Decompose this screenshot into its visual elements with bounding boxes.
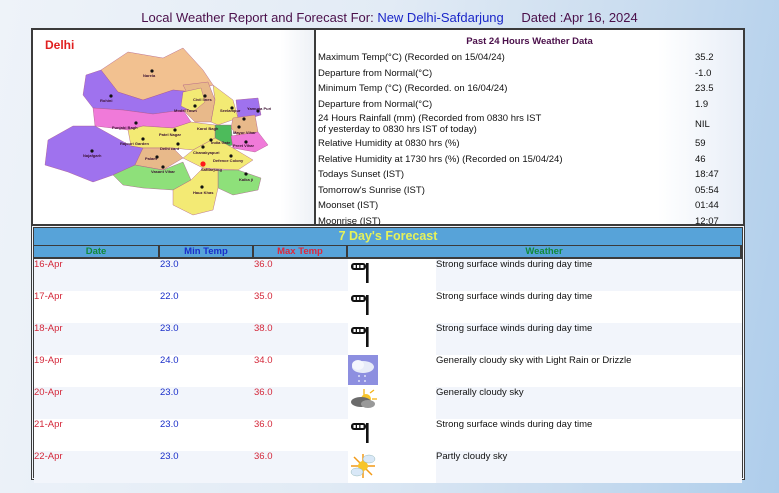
- data-row-moonset: Moonset (IST) 01:44: [318, 200, 719, 212]
- forecast-weather-icon-cell: [348, 387, 436, 419]
- column-header-min-temp: Min Temp: [160, 246, 254, 259]
- data-row-min-temp: Minimum Temp (°C) (Recorded. on 16/04/24…: [318, 83, 714, 95]
- svg-text:Yamuna Puri: Yamuna Puri: [247, 106, 271, 111]
- data-row-min-departure: Departure from Normal(°C) 1.9: [318, 98, 709, 110]
- svg-text:Civil lines: Civil lines: [193, 97, 212, 102]
- summary-table: Narela Rohini Civil lines Model Town Seelam…: [31, 28, 745, 227]
- forecast-weather-icon-cell: [348, 291, 436, 323]
- seven-day-forecast-table: 7 Day's Forecast Date Min Temp Max Temp …: [31, 225, 745, 483]
- svg-text:Preet Vihar: Preet Vihar: [233, 143, 254, 148]
- forecast-date: 17-Apr: [34, 291, 160, 323]
- forecast-min-temp: 24.0: [160, 355, 254, 387]
- data-row-moonrise: Moonrise (IST) 12:07: [318, 215, 719, 227]
- column-header-max-temp: Max Temp: [254, 246, 348, 259]
- forecast-min-temp: 23.0: [160, 323, 254, 355]
- windsock-icon: [348, 423, 374, 448]
- rain-cloud-icon: [348, 355, 378, 388]
- forecast-date: 16-Apr: [34, 259, 160, 291]
- past-24h-panel: Past 24 Hours Weather Data Maximum Temp(…: [316, 30, 743, 227]
- forecast-max-temp: 36.0: [254, 419, 348, 451]
- svg-text:Safdarjung: Safdarjung: [201, 167, 222, 172]
- svg-text:Delhi cant: Delhi cant: [160, 146, 180, 151]
- svg-text:Hauz Khas: Hauz Khas: [193, 190, 214, 195]
- windsock-icon: [348, 263, 374, 288]
- forecast-min-temp: 23.0: [160, 451, 254, 483]
- forecast-date: 18-Apr: [34, 323, 160, 355]
- forecast-weather-icon-cell: [348, 355, 436, 387]
- delhi-district-map-image: Narela Rohini Civil lines Model Town Seelam…: [44, 47, 271, 216]
- forecast-weather-text: Generally cloudy sky: [436, 387, 742, 419]
- forecast-date: 20-Apr: [34, 387, 160, 419]
- column-header-date: Date: [34, 246, 160, 259]
- station-name: New Delhi-Safdarjung: [377, 10, 504, 25]
- forecast-weather-icon-cell: [348, 323, 436, 355]
- data-row-humidity-1730: Relative Humidity at 1730 hrs (%) (Recor…: [318, 153, 706, 165]
- data-row-max-temp: Maximum Temp(°C) (Recorded on 15/04/24) …: [318, 52, 714, 64]
- svg-text:Punjabi Bagh: Punjabi Bagh: [112, 125, 138, 130]
- forecast-min-temp: 22.0: [160, 291, 254, 323]
- past-24h-title: Past 24 Hours Weather Data: [466, 36, 593, 47]
- svg-text:Model Town: Model Town: [174, 108, 197, 113]
- data-row-rainfall: 24 Hours Rainfall (mm) (Recorded from 08…: [318, 113, 710, 135]
- report-date: Dated :Apr 16, 2024: [521, 10, 638, 25]
- forecast-max-temp: 38.0: [254, 323, 348, 355]
- forecast-title: 7 Day's Forecast: [34, 228, 742, 246]
- column-header-weather: Weather: [348, 246, 742, 259]
- data-row-sunrise: Tomorrow's Sunrise (IST) 05:54: [318, 184, 719, 196]
- svg-text:Rohini: Rohini: [100, 98, 112, 103]
- forecast-max-temp: 36.0: [254, 259, 348, 291]
- forecast-min-temp: 23.0: [160, 387, 254, 419]
- svg-text:Palam: Palam: [145, 156, 157, 161]
- forecast-weather-icon-cell: [348, 259, 436, 291]
- svg-text:Chanakyapuri: Chanakyapuri: [193, 150, 219, 155]
- svg-text:Karol Bagh: Karol Bagh: [197, 126, 219, 131]
- forecast-max-temp: 34.0: [254, 355, 348, 387]
- forecast-weather-icon-cell: [348, 419, 436, 451]
- data-row-max-departure: Departure from Normal(°C) -1.0: [318, 67, 712, 79]
- windsock-icon: [348, 295, 374, 320]
- svg-text:Defence Colony: Defence Colony: [213, 158, 244, 163]
- svg-text:Narela: Narela: [143, 73, 156, 78]
- forecast-weather-text: Partly cloudy sky: [436, 451, 742, 483]
- svg-text:Mayur Vihar: Mayur Vihar: [233, 130, 256, 135]
- forecast-max-temp: 36.0: [254, 387, 348, 419]
- forecast-date: 22-Apr: [34, 451, 160, 483]
- svg-text:Rajouri Garden: Rajouri Garden: [120, 141, 149, 146]
- svg-text:Patel Nagar: Patel Nagar: [159, 132, 181, 137]
- windsock-icon: [348, 327, 374, 352]
- delhi-map: Narela Rohini Civil lines Model Town Seelam…: [33, 30, 316, 224]
- forecast-min-temp: 23.0: [160, 259, 254, 291]
- svg-text:Seelampur: Seelampur: [220, 108, 241, 113]
- data-row-humidity-0830: Relative Humidity at 0830 hrs (%) 59: [318, 138, 706, 150]
- forecast-date: 21-Apr: [34, 419, 160, 451]
- title-prefix: Local Weather Report and Forecast For:: [141, 10, 374, 25]
- forecast-weather-text: Strong surface winds during day time: [436, 291, 742, 323]
- svg-text:Najafgarh: Najafgarh: [83, 153, 102, 158]
- forecast-max-temp: 36.0: [254, 451, 348, 483]
- forecast-weather-text: Strong surface winds during day time: [436, 259, 742, 291]
- forecast-weather-icon-cell: [348, 451, 436, 483]
- map-title: Delhi: [45, 38, 75, 52]
- partly-cloudy-icon: [348, 454, 378, 484]
- forecast-max-temp: 35.0: [254, 291, 348, 323]
- forecast-min-temp: 23.0: [160, 419, 254, 451]
- forecast-weather-text: Generally cloudy sky with Light Rain or …: [436, 355, 742, 387]
- forecast-weather-text: Strong surface winds during day time: [436, 419, 742, 451]
- svg-text:Kalka ji: Kalka ji: [239, 177, 253, 182]
- forecast-weather-text: Strong surface winds during day time: [436, 323, 742, 355]
- forecast-date: 19-Apr: [34, 355, 160, 387]
- svg-text:India Gate: India Gate: [211, 140, 231, 145]
- page-title: Local Weather Report and Forecast For: N…: [0, 10, 779, 25]
- data-row-sunset: Todays Sunset (IST) 18:47: [318, 169, 719, 181]
- cloudy-sun-icon: [348, 389, 378, 416]
- svg-text:Vasant Vihar: Vasant Vihar: [151, 169, 175, 174]
